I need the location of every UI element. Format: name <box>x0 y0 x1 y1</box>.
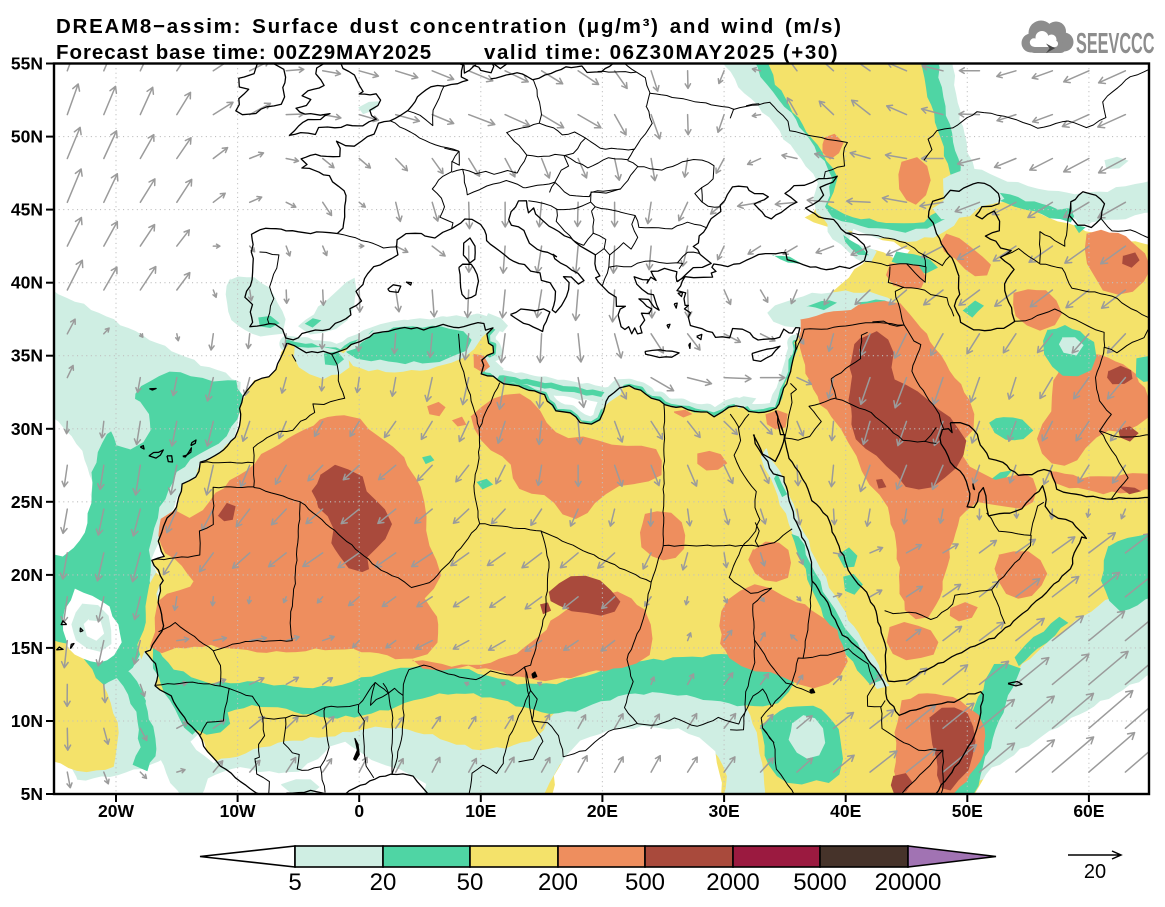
svg-text:20N: 20N <box>11 565 43 585</box>
svg-text:2000: 2000 <box>706 869 759 896</box>
svg-text:40E: 40E <box>830 801 861 821</box>
svg-text:DREAM8−assim: Surface dust con: DREAM8−assim: Surface dust concentration… <box>56 15 843 38</box>
svg-text:20E: 20E <box>587 801 618 821</box>
svg-text:500: 500 <box>625 869 665 896</box>
svg-text:50: 50 <box>457 869 484 896</box>
svg-text:30N: 30N <box>11 419 43 439</box>
svg-text:45N: 45N <box>11 200 43 220</box>
svg-text:0: 0 <box>354 801 364 821</box>
svg-text:5: 5 <box>288 869 301 896</box>
svg-text:60E: 60E <box>1073 801 1104 821</box>
svg-text:valid time: 06Z30MAY2025 (+30): valid time: 06Z30MAY2025 (+30) <box>484 41 839 64</box>
svg-text:30E: 30E <box>709 801 740 821</box>
svg-text:20: 20 <box>370 869 397 896</box>
svg-text:10E: 10E <box>465 801 496 821</box>
svg-text:10W: 10W <box>220 801 256 821</box>
svg-text:50E: 50E <box>952 801 983 821</box>
svg-text:35N: 35N <box>11 346 43 366</box>
svg-text:SEEVCCC: SEEVCCC <box>1076 27 1155 59</box>
svg-text:15N: 15N <box>11 638 43 658</box>
svg-text:20W: 20W <box>98 801 134 821</box>
svg-text:200: 200 <box>538 869 578 896</box>
svg-text:Forecast base time: 00Z29MAY20: Forecast base time: 00Z29MAY2025 <box>56 41 432 64</box>
svg-text:20: 20 <box>1084 861 1106 883</box>
svg-text:5000: 5000 <box>793 869 846 896</box>
svg-text:10N: 10N <box>11 711 43 731</box>
svg-text:5N: 5N <box>21 784 43 804</box>
svg-text:40N: 40N <box>11 273 43 293</box>
svg-text:25N: 25N <box>11 492 43 512</box>
svg-text:50N: 50N <box>11 127 43 147</box>
svg-text:20000: 20000 <box>875 869 942 896</box>
svg-text:55N: 55N <box>11 54 43 74</box>
